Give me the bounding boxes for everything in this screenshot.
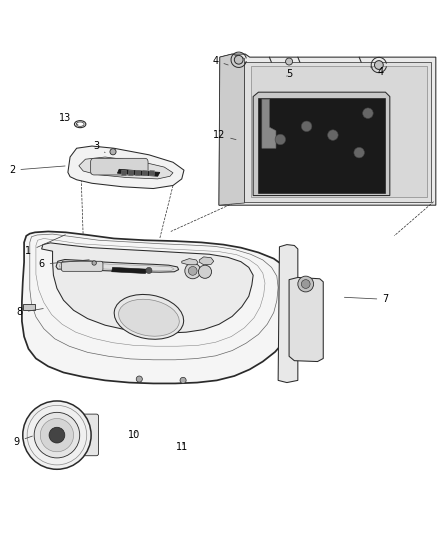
Circle shape [40,418,74,452]
Circle shape [92,261,96,265]
Text: 8: 8 [17,308,43,318]
Text: 11: 11 [176,442,188,453]
Polygon shape [142,170,148,176]
Circle shape [275,134,286,145]
Circle shape [374,61,383,69]
Polygon shape [251,66,427,197]
Bar [23,304,35,310]
Polygon shape [135,170,141,176]
Text: 5: 5 [286,69,292,79]
Polygon shape [258,98,385,193]
Polygon shape [117,169,160,176]
Circle shape [188,266,197,275]
Circle shape [234,55,243,64]
Polygon shape [79,157,173,179]
Text: 4: 4 [212,55,228,66]
Polygon shape [128,170,134,176]
FancyBboxPatch shape [80,414,99,456]
Circle shape [49,427,65,443]
Text: 6: 6 [39,260,89,269]
Circle shape [286,58,293,65]
Polygon shape [278,245,298,383]
Text: 2: 2 [9,165,65,175]
Polygon shape [219,54,436,205]
Polygon shape [182,259,198,265]
FancyBboxPatch shape [61,261,103,271]
Polygon shape [244,61,431,201]
Circle shape [180,377,186,383]
Polygon shape [42,243,253,333]
Circle shape [354,147,364,158]
Circle shape [146,268,152,273]
Polygon shape [56,260,179,272]
Circle shape [298,276,314,292]
Polygon shape [219,54,244,205]
Polygon shape [112,268,147,273]
FancyBboxPatch shape [91,158,148,175]
Polygon shape [22,231,296,383]
Text: 1: 1 [25,235,65,256]
Circle shape [198,265,212,278]
Circle shape [23,401,91,469]
Circle shape [136,376,142,382]
Ellipse shape [114,294,184,340]
Text: 4: 4 [371,67,384,77]
Polygon shape [121,170,127,176]
Text: 7: 7 [344,294,389,304]
Text: 3: 3 [93,141,105,152]
Circle shape [363,108,373,118]
Circle shape [34,413,80,458]
Polygon shape [68,146,184,189]
Polygon shape [253,92,390,196]
Text: 9: 9 [14,436,32,447]
Circle shape [185,263,201,279]
Ellipse shape [119,299,179,336]
Polygon shape [262,99,276,148]
Circle shape [328,130,338,140]
Text: 13: 13 [59,112,78,125]
Text: 10: 10 [127,430,140,440]
Circle shape [301,280,310,288]
Polygon shape [199,257,214,265]
Circle shape [110,149,116,155]
Polygon shape [289,278,323,361]
Text: 12: 12 [213,130,236,140]
Polygon shape [149,170,155,176]
Circle shape [301,121,312,132]
